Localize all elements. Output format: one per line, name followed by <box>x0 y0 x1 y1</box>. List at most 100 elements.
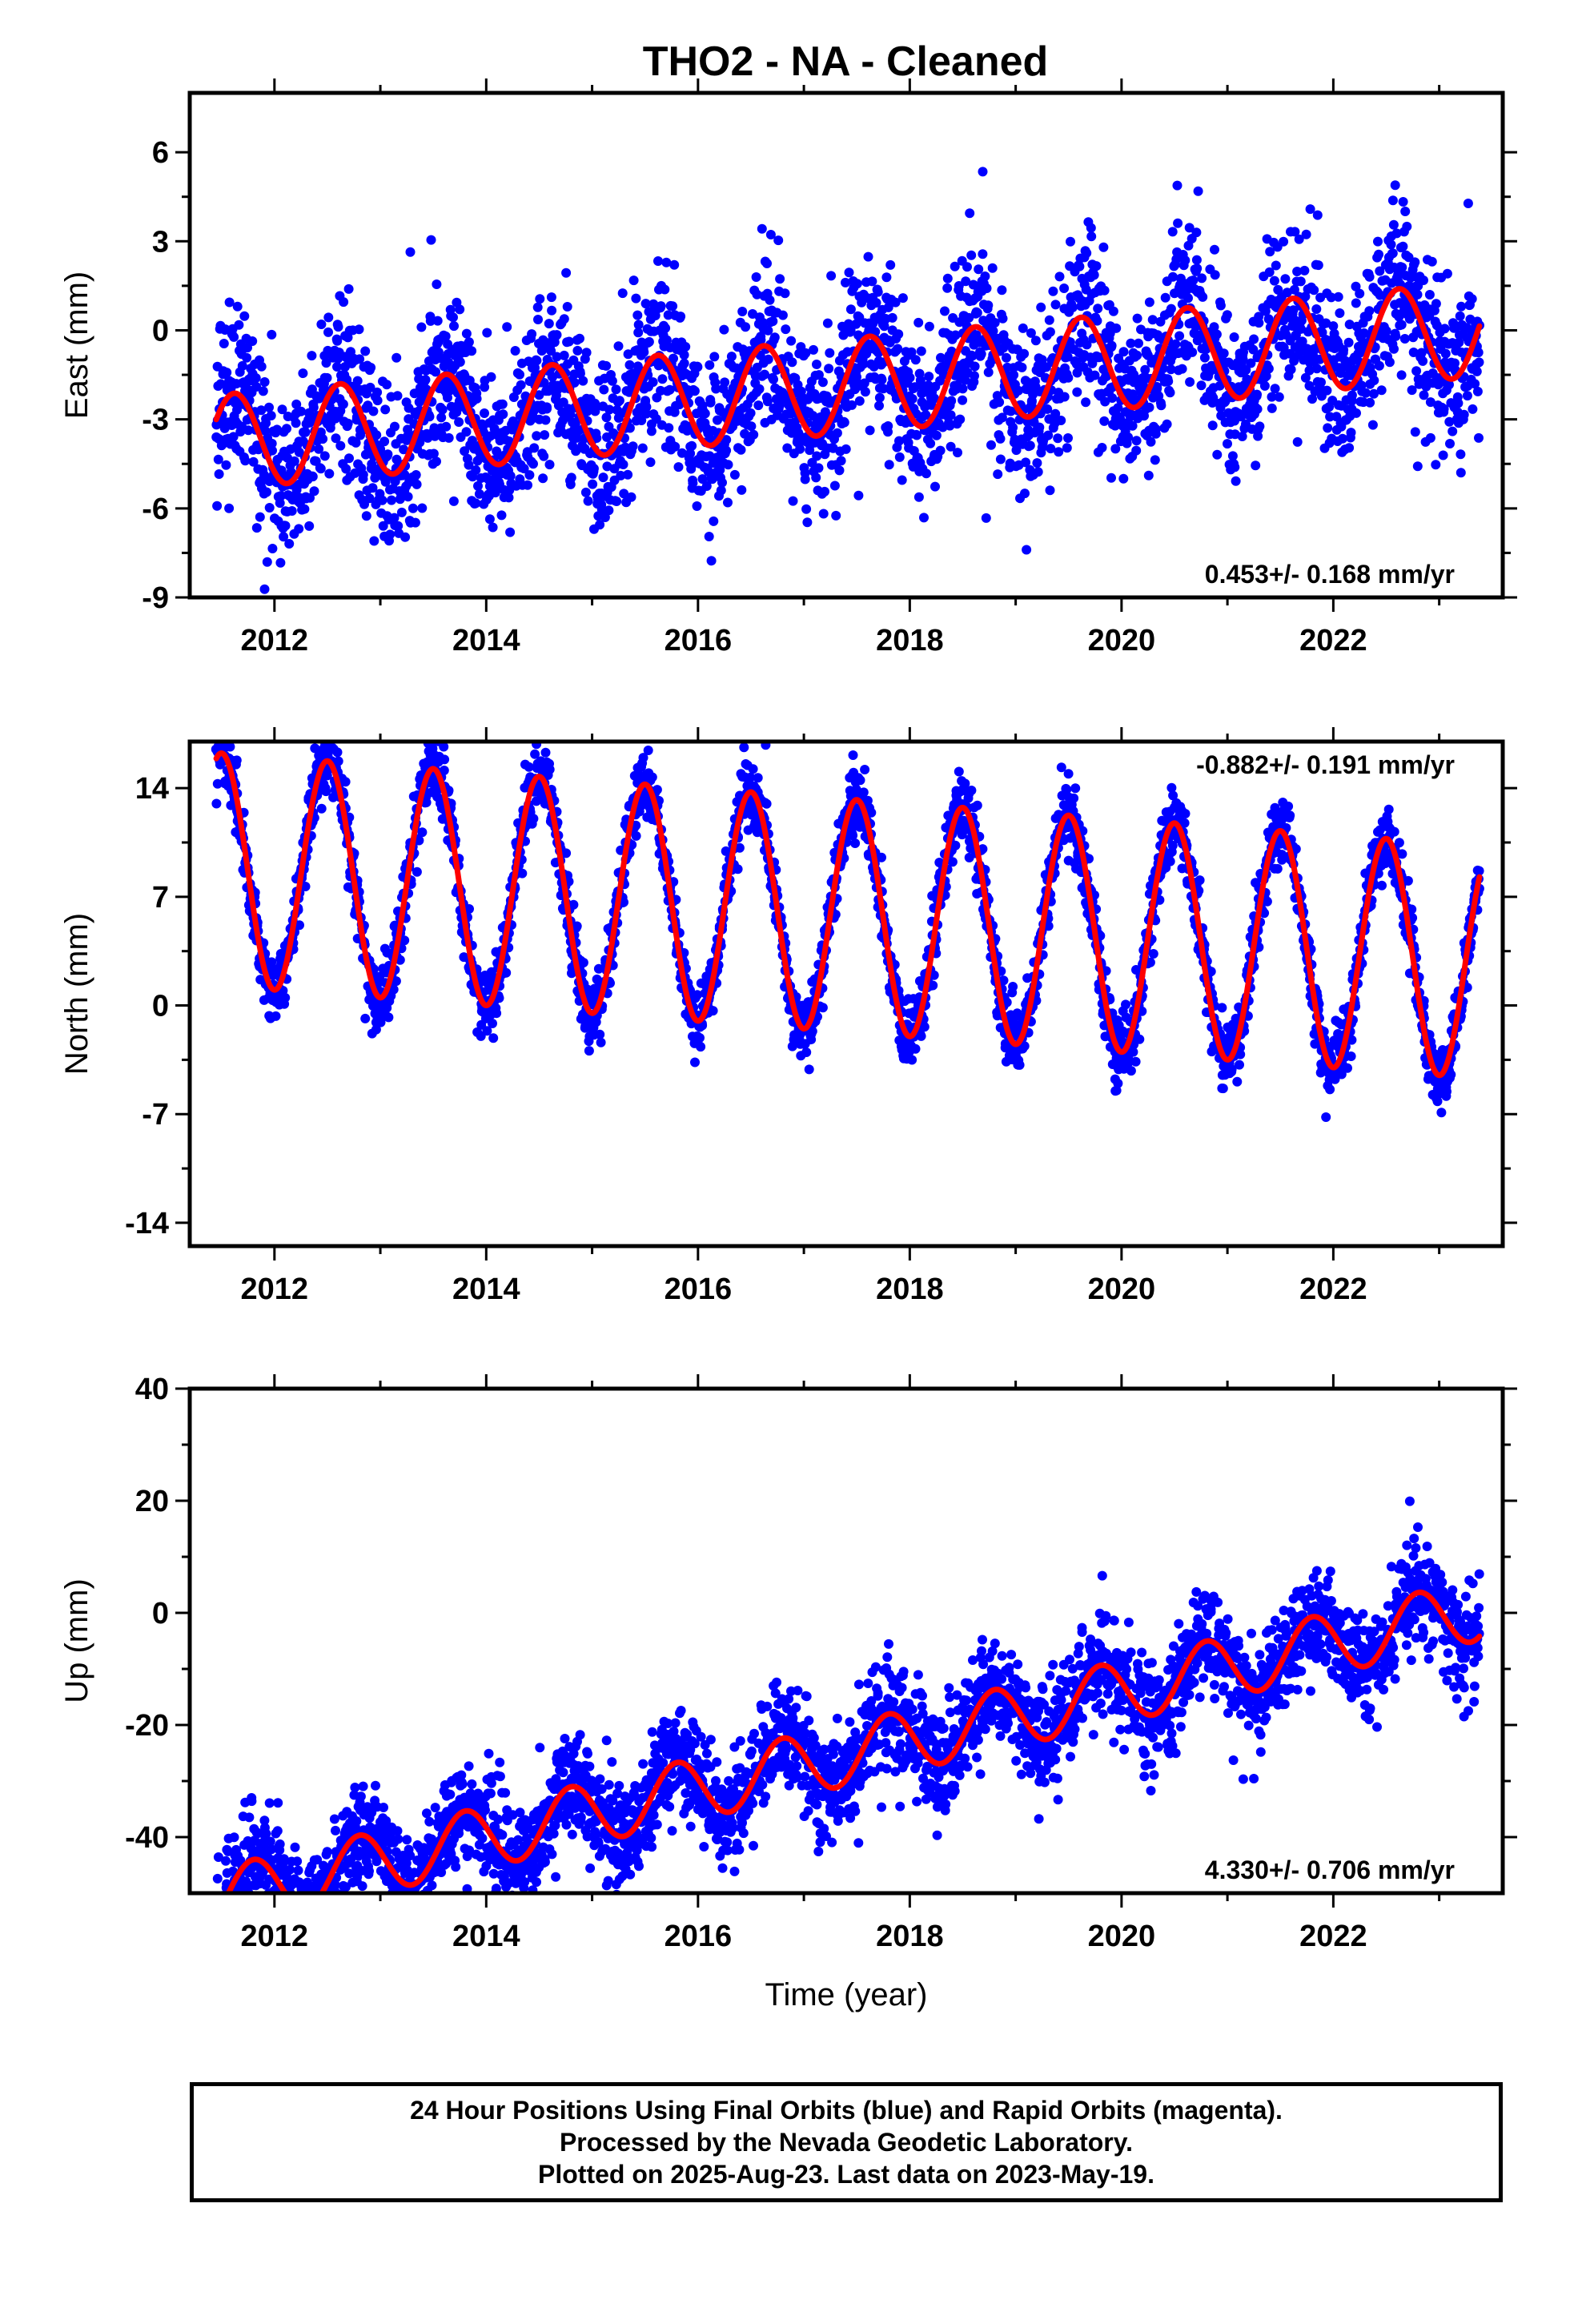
east-data-point <box>308 402 319 412</box>
east-data-point <box>1351 408 1361 418</box>
east-data-point <box>1008 422 1018 432</box>
east-data-point <box>1445 439 1455 448</box>
east-data-point <box>997 412 1007 423</box>
east-data-point <box>723 497 733 508</box>
east-data-point <box>1106 472 1116 483</box>
east-data-point <box>641 402 652 412</box>
east-data-point <box>1097 443 1107 452</box>
east-data-point <box>454 417 464 427</box>
east-data-point <box>464 460 474 470</box>
east-data-point <box>865 425 875 436</box>
east-data-point <box>1264 267 1275 277</box>
east-data-point <box>426 235 436 245</box>
east-data-point <box>1346 428 1356 438</box>
east-data-point <box>931 430 942 440</box>
east-data-point <box>1364 271 1375 282</box>
east-data-point <box>787 357 797 368</box>
east-data-point <box>765 295 775 305</box>
east-data-point <box>1290 227 1300 237</box>
east-data-point <box>692 501 702 511</box>
east-data-point <box>1305 204 1315 215</box>
east-data-point <box>1312 210 1323 220</box>
east-data-point <box>1208 392 1219 403</box>
east-data-point <box>1462 323 1472 333</box>
east-data-point <box>936 352 946 363</box>
east-data-point <box>700 408 710 419</box>
east-data-point <box>1398 241 1408 251</box>
east-data-point <box>1410 427 1420 437</box>
east-data-point <box>1082 248 1092 258</box>
east-data-point <box>532 431 542 441</box>
east-data-point <box>436 412 447 423</box>
east-data-point <box>1333 292 1343 302</box>
east-data-point <box>670 441 681 452</box>
north-data-point <box>439 742 449 752</box>
north-data-point <box>850 838 861 848</box>
east-data-point <box>1316 377 1326 388</box>
east-data-point <box>1026 328 1036 338</box>
east-data-point <box>498 409 508 420</box>
east-data-point <box>995 433 1006 444</box>
east-data-point <box>617 288 628 299</box>
east-data-point <box>1431 460 1441 470</box>
figure-title: THO2 - NA - Cleaned <box>643 38 1049 85</box>
east-data-point <box>1425 397 1435 408</box>
north-data-point <box>733 864 743 875</box>
north-data-point <box>858 787 869 798</box>
north-data-point <box>578 958 588 967</box>
east-data-point <box>1215 380 1225 391</box>
east-data-point <box>488 522 498 533</box>
east-data-point <box>1313 260 1323 271</box>
east-data-point <box>1282 287 1292 298</box>
east-data-point <box>893 344 903 354</box>
east-data-point <box>930 481 940 492</box>
east-y-tick-label: -9 <box>142 581 169 615</box>
east-data-point <box>405 247 416 257</box>
east-data-point <box>572 345 583 356</box>
east-data-point <box>813 370 824 380</box>
east-data-point <box>1199 352 1210 363</box>
east-data-point <box>516 380 526 390</box>
east-data-point <box>961 276 971 287</box>
east-data-point <box>400 469 410 480</box>
east-data-point <box>583 496 593 506</box>
north-data-point <box>860 765 870 774</box>
east-data-point <box>1439 324 1450 334</box>
east-data-point <box>228 432 239 442</box>
east-data-point <box>393 521 404 531</box>
east-data-point <box>679 350 689 360</box>
east-data-point <box>455 304 465 315</box>
east-data-point <box>818 509 829 519</box>
east-data-point <box>983 367 994 377</box>
east-data-point <box>1188 275 1199 286</box>
east-data-point <box>628 441 638 452</box>
north-data-point <box>371 1024 381 1035</box>
east-x-tick-label: 2020 <box>1088 624 1156 657</box>
east-data-point <box>527 329 537 340</box>
east-data-point <box>1127 420 1138 431</box>
east-data-point <box>262 487 271 497</box>
north-data-point <box>322 726 331 735</box>
east-data-point <box>945 420 955 431</box>
east-data-point <box>614 396 624 406</box>
east-data-point <box>546 292 556 303</box>
north-data-point <box>417 827 428 838</box>
east-data-point <box>1419 275 1428 285</box>
east-data-point <box>1074 261 1085 271</box>
east-data-point <box>322 372 332 383</box>
east-data-point <box>919 513 929 523</box>
east-data-point <box>1396 320 1407 330</box>
east-data-point <box>242 352 252 363</box>
east-data-point <box>769 374 778 384</box>
east-data-point <box>720 377 730 388</box>
east-data-point <box>1300 292 1311 302</box>
east-data-point <box>1132 313 1142 324</box>
east-data-point <box>1054 447 1064 457</box>
east-data-point <box>801 348 811 358</box>
east-data-point <box>1163 376 1174 387</box>
east-data-point <box>1375 266 1385 276</box>
east-data-point <box>1138 380 1148 390</box>
east-data-point <box>1142 350 1153 360</box>
east-data-point <box>942 273 953 283</box>
east-data-point <box>665 384 675 395</box>
